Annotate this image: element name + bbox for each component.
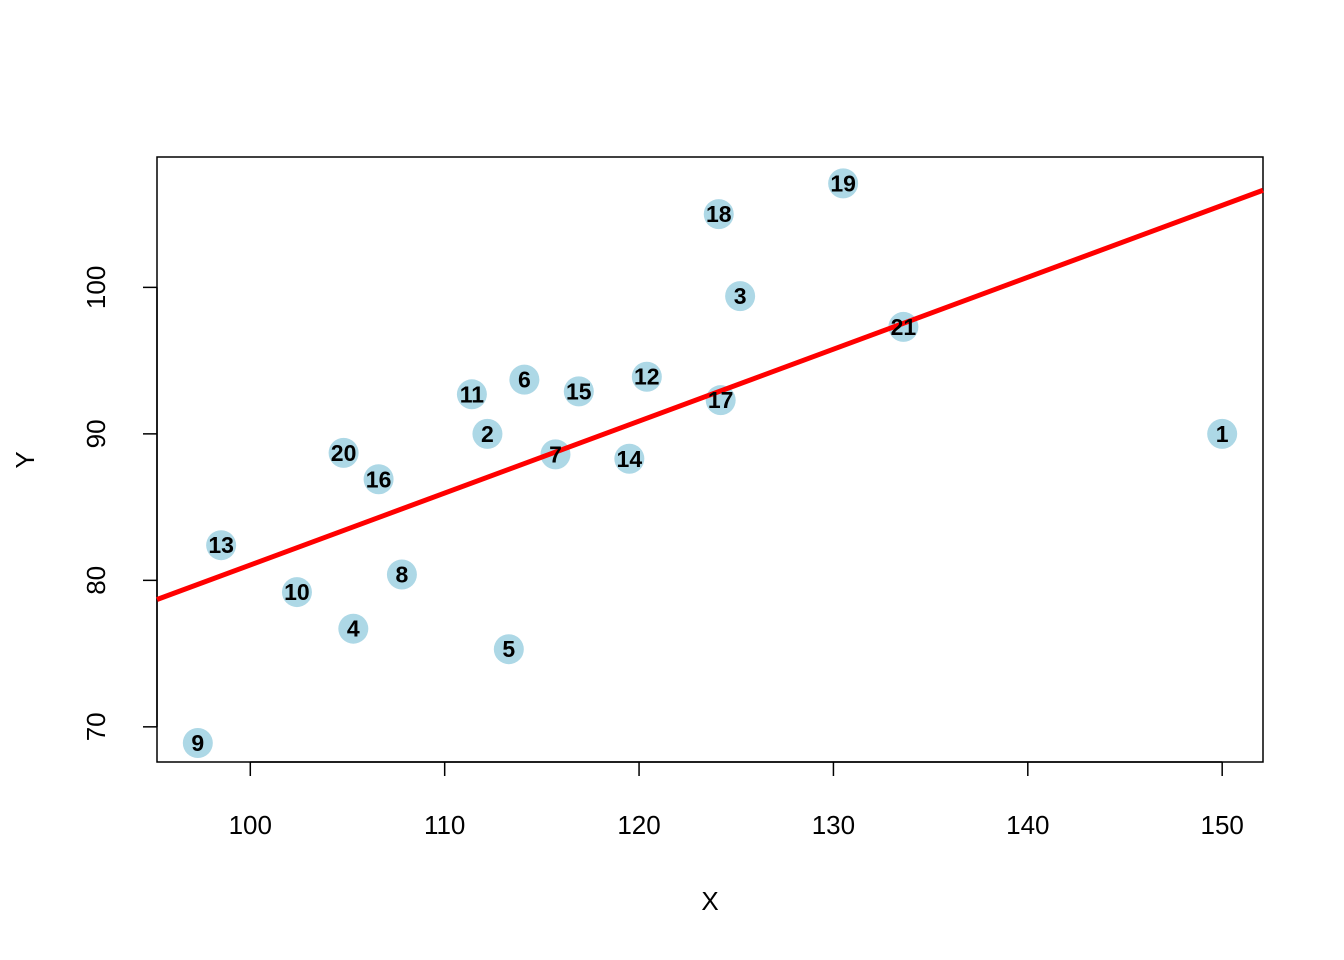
point-marker <box>1207 418 1238 449</box>
point-marker <box>725 281 756 312</box>
point-label: 1 <box>1216 421 1229 447</box>
point-label: 20 <box>331 440 357 466</box>
point-marker <box>281 577 312 608</box>
x-tick-label: 100 <box>229 810 272 840</box>
point-marker <box>493 634 524 665</box>
point-label: 18 <box>706 201 732 227</box>
y-tick-label: 80 <box>81 566 111 595</box>
x-tick-label: 140 <box>1006 810 1049 840</box>
point-marker <box>563 376 594 407</box>
point-label: 6 <box>518 367 531 393</box>
plot-frame <box>156 156 1264 763</box>
point-label: 16 <box>366 466 392 492</box>
fit-line-layer <box>156 187 1264 602</box>
point-label: 11 <box>460 381 485 407</box>
point-marker <box>182 727 213 758</box>
point-marker <box>631 361 662 392</box>
point-marker <box>338 613 369 644</box>
point-marker <box>828 168 859 199</box>
point-marker <box>614 443 645 474</box>
x-axis: 100 110 120 130 140 150 <box>229 761 1244 840</box>
y-axis: 70 80 90 100 <box>81 266 158 741</box>
point-label: 21 <box>891 314 917 340</box>
x-axis-label: X <box>701 886 718 916</box>
point-marker <box>363 464 394 495</box>
x-tick-label: 150 <box>1200 810 1243 840</box>
point-label: 10 <box>284 579 310 605</box>
y-tick-label: 90 <box>81 419 111 448</box>
point-marker <box>472 418 503 449</box>
y-tick-label: 100 <box>81 266 111 309</box>
point-label: 5 <box>502 636 515 662</box>
point-marker <box>703 199 734 230</box>
point-label: 8 <box>396 561 409 587</box>
point-label: 3 <box>734 283 747 309</box>
point-marker <box>328 437 359 468</box>
point-marker <box>456 379 487 410</box>
x-tick-label: 120 <box>617 810 660 840</box>
x-tick-label: 130 <box>812 810 855 840</box>
point-label: 9 <box>191 730 204 756</box>
point-label: 13 <box>208 532 234 558</box>
point-marker <box>206 530 237 561</box>
point-label: 15 <box>566 378 592 404</box>
point-marker <box>509 364 540 395</box>
x-tick-label: 110 <box>424 810 465 840</box>
y-tick-label: 70 <box>81 712 111 741</box>
point-label: 7 <box>549 441 562 467</box>
fit-line <box>156 187 1264 602</box>
y-axis-label: Y <box>10 451 40 468</box>
point-label: 14 <box>617 446 643 472</box>
point-label: 4 <box>347 616 360 642</box>
point-marker <box>386 559 417 590</box>
point-label: 2 <box>481 421 494 447</box>
point-label: 19 <box>830 170 856 196</box>
point-label: 17 <box>708 387 734 413</box>
point-label: 12 <box>634 364 660 390</box>
